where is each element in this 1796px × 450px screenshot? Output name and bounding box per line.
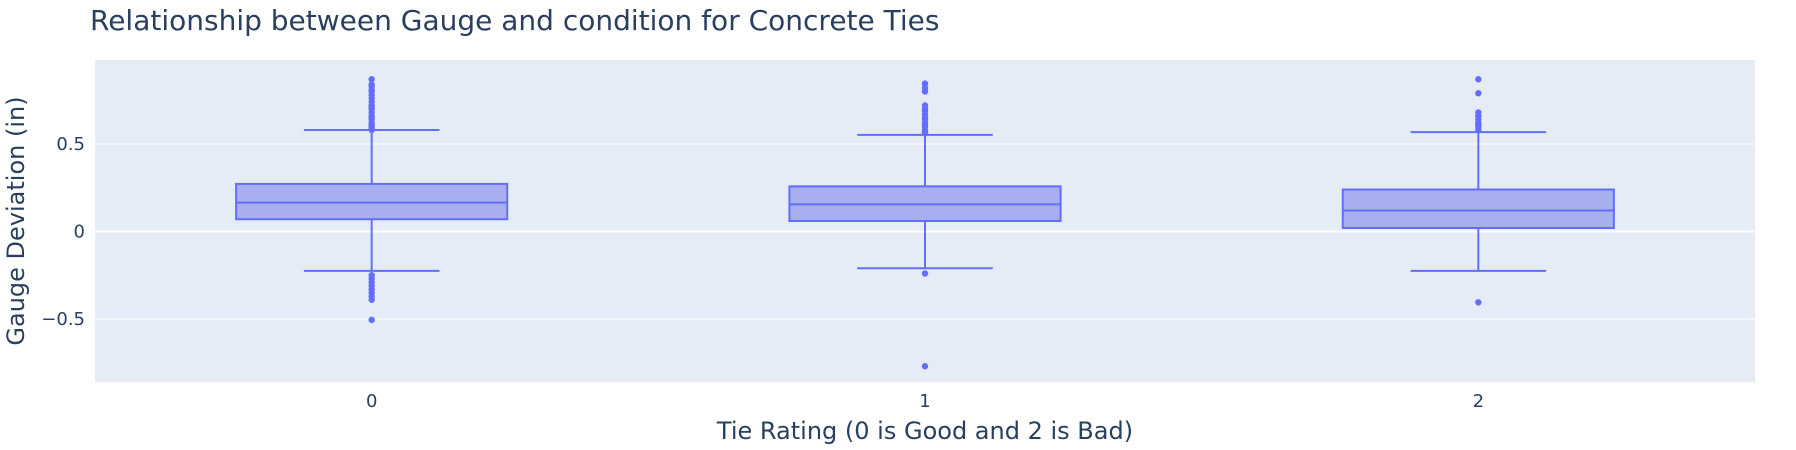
box-series: [235, 76, 1615, 370]
outlier-point: [368, 316, 375, 324]
x-tick-label: 1: [919, 391, 930, 412]
y-tick-label: 0: [74, 222, 85, 243]
outlier-point: [1475, 76, 1482, 83]
outlier-point: [1475, 126, 1482, 134]
outlier-point: [921, 88, 929, 95]
box-group-0: [235, 76, 509, 324]
x-tick-label: 2: [1473, 391, 1484, 412]
outlier-point: [1475, 299, 1482, 306]
outlier-point: [921, 130, 929, 137]
y-axis-label: Gauge Deviation (in): [2, 96, 30, 345]
box-group-2: [1341, 76, 1615, 306]
outlier-point: [921, 363, 929, 370]
x-axis-label: Tie Rating (0 is Good and 2 is Bad): [716, 417, 1133, 445]
chart-title: Relationship between Gauge and condition…: [90, 4, 940, 37]
box-iqr: [1341, 188, 1615, 229]
box-iqr: [235, 182, 509, 221]
tick-labels: −0.5 0 0.5 0 1 2: [41, 134, 1484, 412]
y-tick-label: −0.5: [41, 309, 85, 330]
outlier-point: [921, 270, 929, 277]
outlier-point: [1475, 90, 1482, 97]
box-group-1: [788, 80, 1062, 370]
y-tick-label: 0.5: [56, 134, 85, 155]
outlier-point: [368, 126, 375, 134]
x-tick-label: 0: [366, 391, 377, 412]
outlier-point: [368, 296, 375, 303]
outlier-point: [368, 76, 375, 83]
outlier-point: [921, 80, 929, 87]
